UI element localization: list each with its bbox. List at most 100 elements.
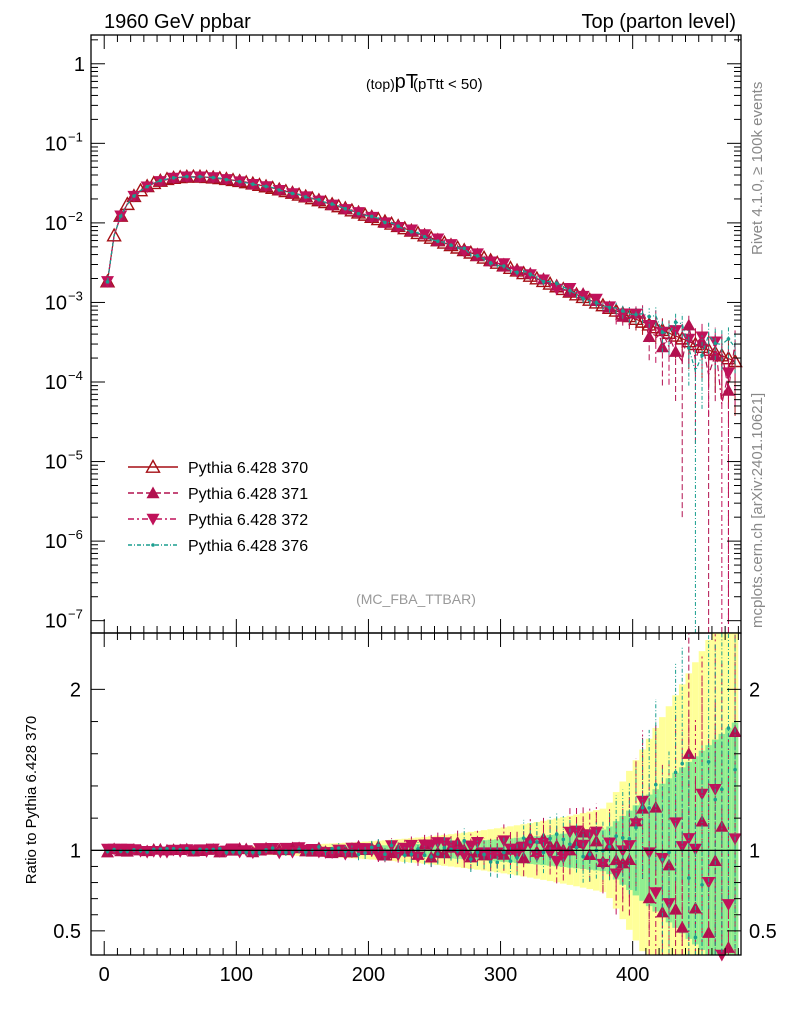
ratio-point	[669, 902, 683, 915]
ratio-ytick-label-right: 1	[749, 840, 760, 862]
ratio-point	[224, 850, 229, 855]
xtick-label: 200	[352, 964, 385, 986]
analysis-watermark: (MC_FBA_TTBAR)	[356, 591, 476, 607]
data-point	[224, 177, 229, 182]
data-point	[303, 195, 308, 199]
legend-marker	[151, 543, 155, 547]
ratio-point	[517, 851, 531, 864]
ratio-point	[693, 935, 698, 940]
data-point	[290, 191, 295, 196]
main-title: pT	[395, 71, 418, 93]
data-point	[708, 348, 722, 361]
ratio-point	[609, 853, 623, 866]
data-point	[713, 341, 718, 346]
ratio-point	[404, 839, 418, 852]
ratio-point	[422, 853, 427, 858]
xtick-label: 100	[220, 964, 253, 986]
ratio-point	[442, 846, 447, 850]
ratio-point	[655, 905, 669, 918]
xtick-label: 0	[99, 964, 110, 986]
data-point	[682, 318, 696, 331]
ratio-point	[541, 850, 546, 855]
ytick-label: 10	[45, 133, 67, 155]
ratio-point	[270, 846, 275, 850]
ratio-point	[226, 843, 240, 856]
ytick-exponent: −2	[68, 209, 83, 224]
data-point	[568, 288, 572, 293]
ratio-point	[702, 876, 716, 889]
ratio-point	[502, 850, 506, 855]
ratio-point	[640, 805, 645, 810]
header-process-label: Top (parton level)	[581, 11, 736, 33]
ratio-point	[713, 797, 718, 802]
mcplots-label: mcplots.cern.ch [arXiv:2401.10621]	[749, 393, 766, 628]
ratio-point	[568, 842, 572, 846]
data-point	[673, 320, 678, 325]
data-point	[634, 312, 638, 317]
ratio-point	[462, 838, 467, 843]
ratio-point	[398, 842, 412, 855]
ratio-point	[634, 825, 638, 830]
ratio-point	[616, 845, 630, 858]
data-point	[277, 188, 282, 192]
rivet-version-label: Rivet 4.1.0, ≥ 100k events	[749, 82, 766, 255]
ratio-point	[636, 795, 650, 808]
ratio-point	[389, 843, 394, 848]
ratio-point	[550, 855, 564, 868]
band-green	[711, 739, 719, 955]
data-point	[171, 175, 176, 180]
data-point	[502, 264, 506, 268]
ratio-point	[464, 840, 478, 853]
ytick-label: 10	[45, 372, 67, 394]
ratio-point	[607, 845, 612, 849]
data-point	[647, 314, 651, 319]
ratio-point	[237, 850, 242, 854]
ratio-point	[303, 850, 308, 854]
ratio-point	[662, 858, 676, 871]
legend-entry: Pythia 6.428 371	[128, 486, 308, 503]
ratio-point	[726, 726, 731, 730]
legend-entry: Pythia 6.428 370	[128, 459, 308, 477]
ytick-exponent: −6	[68, 527, 83, 542]
data-point	[396, 224, 400, 228]
ratio-point	[682, 833, 696, 845]
ratio-point	[570, 825, 584, 838]
ytick-exponent: −3	[68, 288, 83, 303]
legend-marker	[146, 513, 160, 526]
data-point	[554, 281, 559, 286]
ratio-point	[687, 876, 691, 880]
ratio-point	[653, 782, 658, 787]
ratio-point	[548, 836, 552, 841]
data-point	[550, 283, 564, 296]
data-point	[356, 211, 361, 216]
data-point	[607, 305, 612, 310]
ratio-point	[521, 836, 526, 840]
ratio-point	[376, 843, 381, 848]
ratio-point	[733, 767, 737, 772]
ytick-exponent: −1	[68, 129, 83, 144]
legend-entry: Pythia 6.428 376	[128, 538, 308, 555]
series-s376	[105, 174, 736, 633]
data-point	[700, 353, 704, 358]
xtick-label: 400	[616, 964, 649, 986]
data-point	[721, 367, 735, 380]
legend-marker	[146, 486, 160, 499]
ratio-point	[554, 832, 559, 836]
ratio-point	[145, 850, 149, 854]
data-point	[660, 330, 665, 335]
legend: Pythia 6.428 370 Pythia 6.428 371 Pythia 6…	[128, 459, 308, 555]
data-point	[528, 272, 533, 277]
ratio-panel: 0 100 200 300 400 2 2 1 1 0.5 0.5	[53, 632, 777, 986]
ratio-point	[470, 837, 484, 849]
ratio-ytick-label: 2	[70, 679, 81, 701]
ratio-point	[581, 854, 585, 859]
ytick-label: 10	[45, 292, 67, 314]
ratio-point	[620, 836, 625, 840]
data-point	[616, 308, 630, 321]
ratio-point	[523, 838, 537, 850]
ratio-point	[409, 852, 414, 857]
ratio-point	[469, 857, 473, 861]
ratio-point	[528, 840, 533, 844]
ratio-frame	[90, 632, 742, 956]
